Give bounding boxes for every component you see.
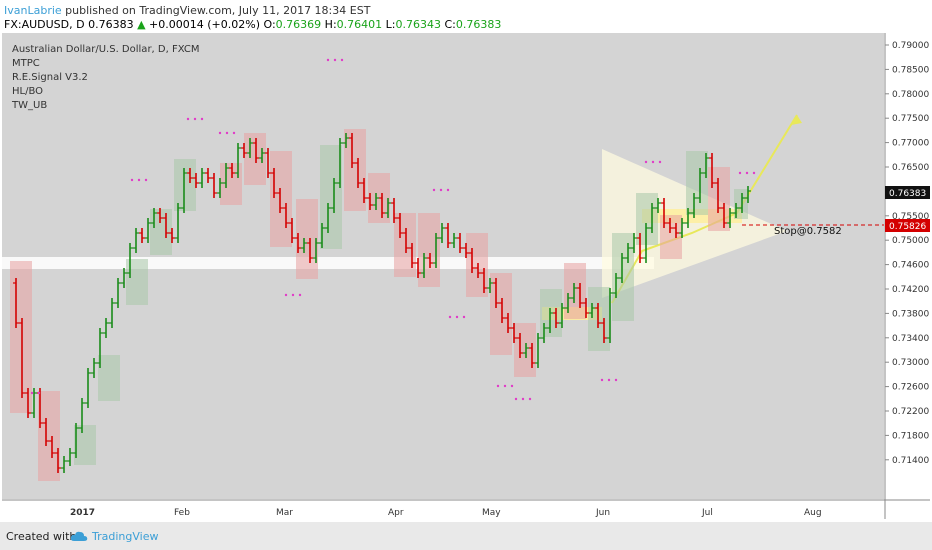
legend-hlbo[interactable]: HL/BO bbox=[12, 86, 44, 97]
published-text: published on TradingView.com, July 11, 2… bbox=[61, 4, 371, 17]
created-with-text: Created with bbox=[6, 530, 77, 543]
price-change: +0.00014 (+0.02%) bbox=[149, 18, 260, 31]
price-tick-label: 0.77500 bbox=[892, 114, 929, 124]
price-tick-label: 0.71800 bbox=[892, 431, 929, 441]
last-price-label: 0.76383 bbox=[889, 189, 926, 199]
price-tick-label: 0.73800 bbox=[892, 309, 929, 319]
time-tick-label: Feb bbox=[174, 508, 190, 518]
time-tick-label: May bbox=[482, 508, 501, 518]
open-value: 0.76369 bbox=[275, 18, 322, 31]
price-tick-label: 0.75000 bbox=[892, 236, 929, 246]
price-tick-label: 0.78000 bbox=[892, 90, 929, 100]
low-label: L: bbox=[385, 18, 396, 31]
price-axis[interactable]: 0.79000 0.78500 0.78000 0.77500 0.77000 0.765… bbox=[885, 41, 929, 466]
price-tick-label: 0.78500 bbox=[892, 65, 929, 75]
high-value: 0.76401 bbox=[336, 18, 383, 31]
price-tick-label: 0.75500 bbox=[892, 212, 929, 222]
indicator-legend: Australian Dollar/U.S. Dollar, D, FXCM M… bbox=[12, 43, 199, 113]
time-tick-label: 2017 bbox=[70, 508, 95, 518]
legend-resignal[interactable]: R.E.Signal V3.2 bbox=[12, 72, 88, 83]
close-label: C: bbox=[444, 18, 456, 31]
price-tick-label: 0.77000 bbox=[892, 139, 929, 149]
symbol-price: FX:AUDUSD, D 0.76383 bbox=[4, 18, 134, 31]
price-tick-label: 0.74200 bbox=[892, 285, 929, 295]
time-tick-label: Mar bbox=[276, 508, 293, 518]
tradingview-cloud-icon bbox=[70, 531, 88, 541]
last-price-tag: 0.76383 bbox=[885, 186, 930, 199]
tradingview-link[interactable]: TradingView bbox=[92, 530, 159, 543]
time-axis[interactable]: 2017 Feb Mar Apr May Jun Jul Aug bbox=[70, 508, 822, 518]
publish-info: IvanLabrie published on TradingView.com,… bbox=[4, 4, 370, 17]
price-tick-label: 0.74600 bbox=[892, 261, 929, 271]
time-tick-label: Jun bbox=[595, 508, 610, 518]
high-label: H: bbox=[324, 18, 337, 31]
up-arrow-icon: ▲ bbox=[137, 18, 146, 31]
time-tick-label: Apr bbox=[388, 508, 404, 518]
stop-line: Stop@0.7582 bbox=[742, 224, 884, 237]
price-tick-label: 0.71400 bbox=[892, 456, 929, 466]
author-link[interactable]: IvanLabrie bbox=[4, 4, 62, 17]
close-value: 0.76383 bbox=[455, 18, 502, 31]
time-tick-label: Aug bbox=[804, 508, 822, 518]
legend-mtpc[interactable]: MTPC bbox=[12, 58, 40, 69]
footer-bar: Created with TradingView bbox=[0, 522, 932, 550]
candles-layer bbox=[13, 133, 751, 473]
price-tick-label: 0.79000 bbox=[892, 41, 929, 51]
price-tick-label: 0.73400 bbox=[892, 334, 929, 344]
price-tick-label: 0.76500 bbox=[892, 163, 929, 173]
price-tick-label: 0.72200 bbox=[892, 407, 929, 417]
price-chart[interactable]: Stop@0.7582 0.79000 0.78500 0.78000 0.77500… bbox=[2, 33, 930, 519]
stop-price-label: 0.75826 bbox=[889, 222, 926, 232]
low-value: 0.76343 bbox=[395, 18, 442, 31]
legend-twub[interactable]: TW_UB bbox=[12, 100, 48, 111]
time-tick-label: Jul bbox=[701, 508, 713, 518]
stop-annotation: Stop@0.7582 bbox=[774, 226, 842, 237]
symbol-info: FX:AUDUSD, D 0.76383 ▲ +0.00014 (+0.02%)… bbox=[4, 18, 501, 31]
stop-price-tag: 0.75826 bbox=[885, 219, 930, 232]
legend-symbol[interactable]: Australian Dollar/U.S. Dollar, D, FXCM bbox=[12, 44, 200, 55]
open-label: O: bbox=[263, 18, 276, 31]
price-tick-label: 0.72600 bbox=[892, 383, 929, 393]
support-zone bbox=[2, 257, 654, 269]
price-tick-label: 0.73000 bbox=[892, 358, 929, 368]
signal-dots bbox=[30, 58, 756, 401]
